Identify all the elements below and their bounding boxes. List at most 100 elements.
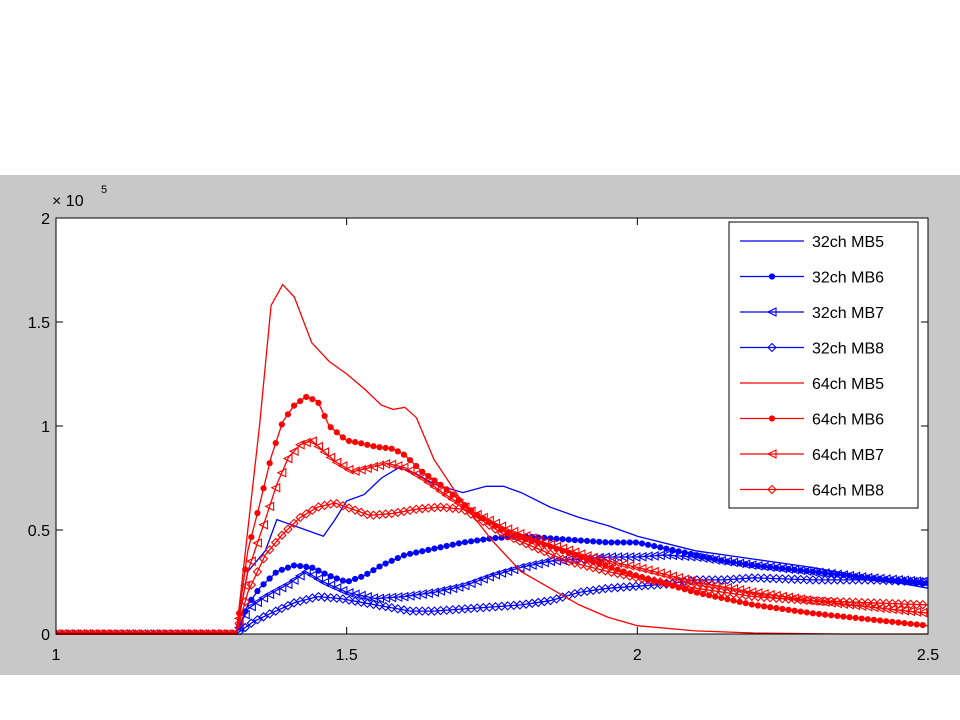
data-point: [472, 512, 482, 523]
y-tick-label: 0.5: [28, 523, 50, 540]
data-point: [313, 441, 324, 452]
data-point: [889, 618, 896, 625]
data-point: [644, 541, 652, 548]
data-point: [789, 594, 800, 605]
data-point: [828, 612, 835, 619]
data-point: [239, 609, 250, 620]
data-point: [869, 598, 879, 608]
data-point: [252, 567, 263, 577]
data-point: [791, 607, 798, 614]
legend-label: 32ch MB7: [812, 305, 884, 322]
series-64ch-mb7: [56, 436, 928, 635]
data-point: [527, 541, 537, 552]
data-point: [753, 573, 763, 583]
data-point: [783, 574, 794, 584]
data-point: [846, 614, 853, 621]
data-point: [533, 544, 543, 554]
data-point: [608, 539, 615, 546]
data-point: [270, 482, 281, 493]
data-point: [539, 537, 549, 548]
data-point: [419, 548, 426, 555]
data-point: [465, 506, 476, 517]
data-point: [863, 597, 873, 608]
series-64ch-mb5: [56, 283, 928, 635]
data-point: [246, 601, 256, 612]
data-point: [887, 598, 898, 609]
data-point: [278, 566, 285, 573]
data-point: [514, 528, 525, 539]
data-point: [339, 577, 346, 584]
data-point: [569, 547, 580, 558]
data-point: [303, 393, 310, 401]
y-tick-label: 1.5: [28, 315, 50, 332]
data-point: [315, 567, 322, 574]
data-point: [435, 502, 446, 512]
data-point: [602, 539, 609, 546]
data-point: [478, 512, 488, 523]
data-point: [614, 539, 621, 546]
data-point: [858, 615, 865, 622]
data-point: [612, 568, 623, 579]
data-point: [290, 562, 298, 569]
data-point: [759, 592, 769, 603]
data-point: [447, 503, 458, 514]
data-point: [410, 469, 421, 480]
data-point: [467, 538, 475, 545]
data-point: [863, 575, 873, 585]
data-point: [309, 396, 316, 403]
y-tick-label: 2: [41, 211, 50, 228]
data-point: [803, 609, 810, 616]
data-point: [480, 536, 487, 543]
data-point: [753, 592, 763, 602]
legend-box: [728, 221, 919, 509]
data-point: [594, 564, 605, 575]
data-point: [624, 571, 635, 581]
data-point: [649, 576, 659, 586]
data-point: [364, 441, 371, 448]
data-point: [545, 539, 555, 550]
data-point: [376, 563, 383, 570]
data-point: [768, 273, 776, 280]
data-point: [768, 415, 776, 422]
series-64ch-mb8: [56, 498, 928, 635]
data-point: [919, 622, 926, 629]
data-point: [490, 524, 501, 534]
data-point: [716, 587, 727, 597]
data-point: [913, 621, 920, 628]
data-point: [350, 505, 360, 515]
data-point: [876, 617, 884, 624]
data-point: [661, 578, 672, 588]
data-point: [767, 342, 777, 353]
data-point: [557, 554, 568, 564]
data-point: [356, 507, 366, 518]
data-point: [333, 575, 340, 582]
data-point: [282, 579, 293, 590]
data-point: [704, 585, 714, 595]
data-point: [618, 552, 629, 562]
data-point: [767, 484, 777, 495]
data-point: [590, 538, 597, 545]
data-point: [344, 595, 354, 605]
data-point: [783, 594, 794, 604]
y-tick-label: 1: [41, 419, 50, 436]
data-point: [294, 439, 305, 450]
data-point: [325, 452, 336, 463]
data-point: [288, 446, 299, 457]
data-point: [453, 582, 464, 592]
data-point: [327, 424, 334, 431]
data-point: [362, 598, 373, 609]
data-point: [252, 597, 262, 608]
data-point: [266, 460, 273, 467]
data-point: [881, 575, 891, 586]
data-point: [875, 575, 885, 586]
data-point: [754, 602, 762, 609]
data-point: [563, 545, 574, 556]
data-point: [875, 598, 885, 608]
data-point: [864, 616, 871, 623]
data-point: [826, 596, 836, 607]
data-point: [272, 439, 279, 447]
data-point: [766, 307, 777, 317]
data-point: [765, 592, 775, 603]
data-point: [301, 509, 312, 519]
